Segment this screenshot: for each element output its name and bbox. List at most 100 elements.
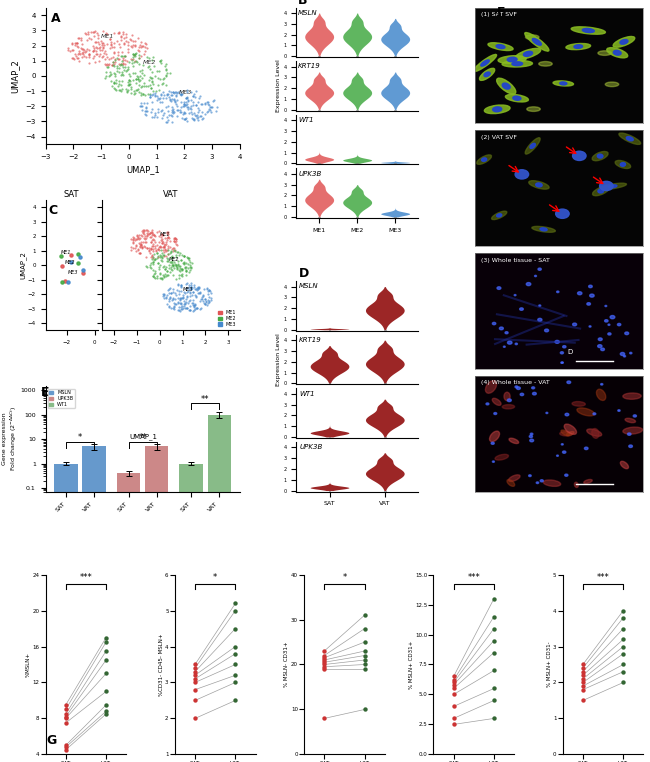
- Point: [168, 261, 178, 273]
- Point: [90, 37, 100, 49]
- Ellipse shape: [597, 389, 606, 401]
- Circle shape: [625, 332, 629, 335]
- Point: [184, 281, 194, 293]
- Point: [109, 59, 119, 72]
- Point: [148, 245, 158, 257]
- Point: [192, 111, 203, 123]
- Point: [125, 78, 135, 91]
- Point: [120, 53, 130, 66]
- Point: [142, 51, 152, 63]
- Point: [164, 235, 175, 248]
- Point: [176, 281, 187, 293]
- Point: [155, 56, 165, 68]
- Point: [146, 82, 157, 94]
- Ellipse shape: [539, 62, 552, 66]
- Point: [129, 87, 140, 99]
- Point: [120, 50, 130, 62]
- Point: [123, 78, 133, 91]
- Point: [188, 279, 199, 291]
- Point: [167, 93, 177, 105]
- Point: [172, 104, 182, 116]
- Point: [137, 88, 148, 100]
- Point: [147, 249, 157, 261]
- Point: [100, 45, 110, 57]
- Point: [169, 297, 179, 309]
- Circle shape: [486, 403, 489, 405]
- Ellipse shape: [620, 461, 629, 469]
- Point: [133, 78, 144, 91]
- Point: [170, 232, 181, 245]
- Point: [173, 292, 183, 304]
- Point: [162, 255, 173, 267]
- Text: (1) SAT SVF: (1) SAT SVF: [481, 12, 517, 18]
- Ellipse shape: [488, 43, 513, 50]
- Point: [230, 623, 240, 635]
- Point: [148, 268, 159, 280]
- Point: [185, 102, 196, 114]
- Point: [112, 60, 122, 72]
- Point: [203, 98, 214, 110]
- Ellipse shape: [619, 133, 641, 145]
- Ellipse shape: [525, 33, 549, 51]
- Point: [169, 245, 179, 257]
- Point: [128, 232, 138, 245]
- Point: [154, 226, 164, 238]
- Point: [183, 283, 194, 296]
- Point: [133, 242, 144, 255]
- Point: [618, 665, 629, 677]
- Point: [146, 72, 157, 84]
- Point: [200, 97, 210, 109]
- Point: [176, 279, 186, 291]
- Point: [126, 232, 136, 245]
- Point: [179, 296, 190, 309]
- Point: [88, 50, 99, 62]
- Ellipse shape: [577, 408, 595, 416]
- Point: [137, 66, 148, 78]
- Point: [120, 50, 131, 62]
- Point: [181, 264, 191, 277]
- Point: [176, 254, 187, 266]
- Point: [118, 26, 129, 38]
- Point: [169, 300, 179, 312]
- Point: [448, 719, 459, 731]
- Point: [145, 227, 155, 239]
- Point: [176, 106, 186, 118]
- Point: [170, 98, 181, 110]
- Point: [178, 250, 188, 262]
- Point: [143, 225, 153, 237]
- Point: [185, 279, 196, 291]
- Point: [230, 669, 240, 681]
- Point: [156, 89, 166, 101]
- Point: [145, 78, 155, 91]
- Point: [158, 290, 168, 302]
- Point: [98, 42, 109, 54]
- Point: [91, 45, 101, 57]
- Point: [114, 84, 125, 96]
- Point: [152, 94, 162, 106]
- Circle shape: [515, 343, 517, 344]
- Point: [161, 265, 172, 277]
- Circle shape: [627, 433, 631, 435]
- Point: [164, 91, 174, 103]
- Point: [114, 66, 124, 78]
- Point: [185, 261, 195, 274]
- Point: [162, 283, 173, 296]
- Point: [152, 247, 162, 259]
- Point: [127, 54, 138, 66]
- Point: [176, 88, 186, 100]
- Y-axis label: % MSLN+ CD31+: % MSLN+ CD31+: [408, 640, 413, 689]
- Point: [125, 75, 135, 88]
- Text: MSLN: MSLN: [298, 10, 318, 16]
- Point: [578, 662, 588, 674]
- Circle shape: [507, 399, 512, 402]
- Point: [168, 258, 178, 271]
- Point: [155, 255, 166, 267]
- Point: [144, 71, 155, 83]
- Point: [175, 104, 185, 116]
- Point: [120, 58, 130, 70]
- Point: [182, 98, 192, 110]
- Point: [167, 258, 177, 271]
- Point: [154, 236, 164, 248]
- Circle shape: [508, 341, 512, 344]
- Point: [118, 58, 129, 70]
